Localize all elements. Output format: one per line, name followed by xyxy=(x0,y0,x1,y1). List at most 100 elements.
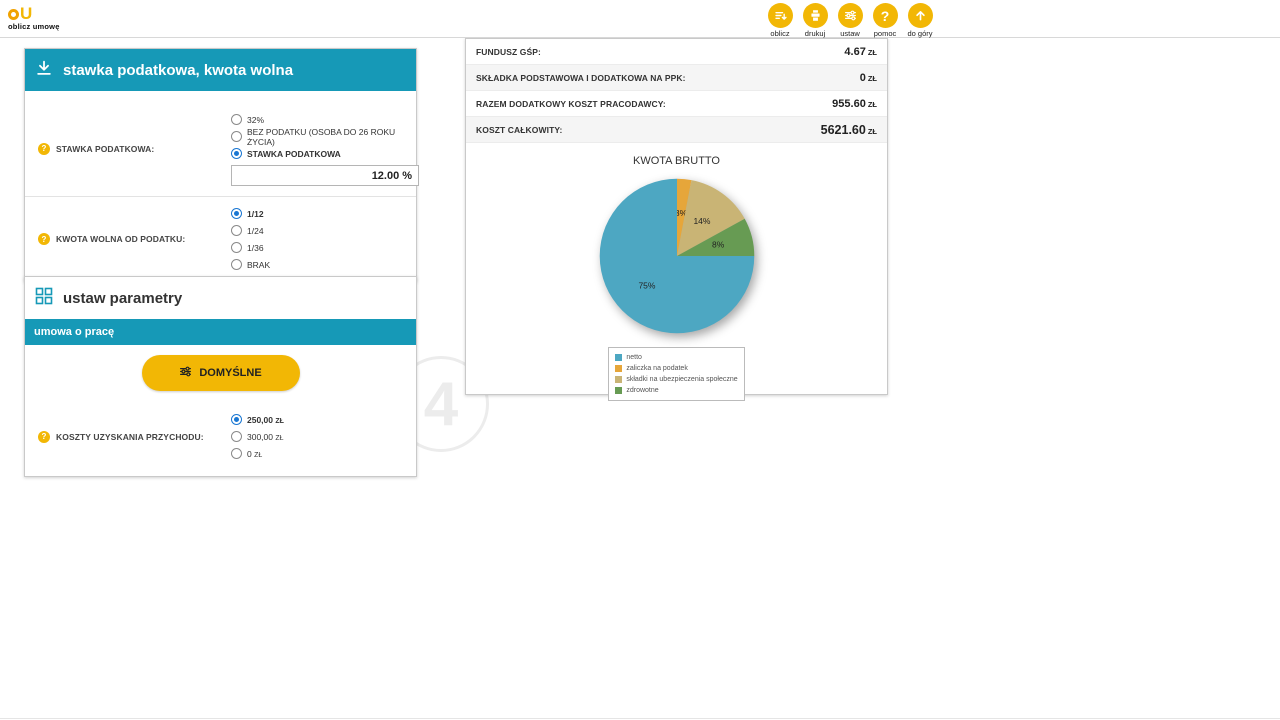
action-label: oblicz xyxy=(770,29,790,38)
result-value: 5621.60 ZŁ xyxy=(820,122,877,137)
tax-rate-options: 32% BEZ PODATKU (OSOBA DO 26 ROKU ŻYCIA)… xyxy=(231,111,425,186)
radio-icon xyxy=(231,414,242,425)
pie-slice xyxy=(676,180,745,256)
download-icon xyxy=(35,59,53,81)
radio-option-32[interactable]: 32% xyxy=(231,111,419,128)
pie-slice-label: 8% xyxy=(712,240,725,250)
contract-tab-umowa-o-prace[interactable]: umowa o pracę xyxy=(25,319,416,345)
radio-option-1-36[interactable]: 1/36 xyxy=(231,239,404,256)
radio-icon xyxy=(231,259,242,270)
logo-u-icon: U xyxy=(20,4,33,23)
allowance-label-col: ? KWOTA WOLNA OD PODATKU: xyxy=(31,233,231,245)
topbar: U oblicz umowę oblicz drukuj xyxy=(0,0,1280,38)
pie-slice-label: 3% xyxy=(674,208,687,218)
radio-icon xyxy=(231,225,242,236)
tax-rate-label-col: ? STAWKA PODATKOWA: xyxy=(31,142,231,155)
help-icon[interactable]: ? xyxy=(38,430,50,443)
action-button-do-gory[interactable]: do góry xyxy=(906,3,934,38)
result-label: KOSZT CAŁKOWITY: xyxy=(476,124,563,135)
chart-legend: netto zaliczka na podatek składki na ube… xyxy=(608,347,745,401)
result-row-koszt-calkowity: KOSZT CAŁKOWITY: 5621.60 ZŁ xyxy=(466,117,887,143)
params-card-header: ustaw parametry xyxy=(25,277,416,319)
costs-options: 250,00 ZŁ 300,00 ZŁ 0 ZŁ xyxy=(231,411,410,462)
legend-swatch xyxy=(615,387,623,394)
costs-label: KOSZTY UZYSKANIA PRZYCHODU: xyxy=(56,431,204,442)
radio-option-bez-podatku[interactable]: BEZ PODATKU (OSOBA DO 26 ROKU ŻYCIA) xyxy=(231,127,419,147)
radio-icon xyxy=(231,131,242,142)
action-button-ustaw[interactable]: ustaw xyxy=(836,3,864,38)
pie-slice xyxy=(676,178,691,256)
radio-icon xyxy=(231,431,242,442)
question-icon: ? xyxy=(872,3,898,28)
result-row-fundusz-gsp: FUNDUSZ GŚP: 4.67 ZŁ xyxy=(466,39,887,65)
radio-icon xyxy=(231,114,242,125)
legend-item-netto: netto xyxy=(615,352,737,363)
legend-item-skladki: składki na ubezpieczenia społeczne xyxy=(615,374,738,385)
legend-item-zaliczka: zaliczka na podatek xyxy=(615,363,737,374)
topbar-actions: oblicz drukuj ustaw xyxy=(766,3,934,38)
results-card: FUNDUSZ GŚP: 4.67 ZŁ SKŁADKA PODSTAWOWA I… xyxy=(465,38,888,401)
form-row-tax-rate: ? STAWKA PODATKOWA: 32% BEZ PODATKU (OSO… xyxy=(25,91,419,196)
tax-card-body: ? STAWKA PODATKOWA: 32% BEZ PODATKU (OSO… xyxy=(25,91,419,281)
costs-label-col: ? KOSZTY UZYSKANIA PRZYCHODU: xyxy=(31,430,231,443)
grid-icon xyxy=(35,287,53,309)
radio-icon xyxy=(231,148,242,159)
radio-option-300[interactable]: 300,00 ZŁ xyxy=(231,428,404,445)
result-label: RAZEM DODATKOWY KOSZT PRACODAWCY: xyxy=(476,98,666,109)
tax-rate-value: 12.00 xyxy=(371,169,400,182)
form-row-costs: ? KOSZTY UZYSKANIA PRZYCHODU: 250,00 ZŁ … xyxy=(25,403,416,470)
radio-option-brak[interactable]: BRAK xyxy=(231,256,404,273)
radio-option-1-12[interactable]: 1/12 xyxy=(231,205,404,222)
action-button-pomoc[interactable]: ? pomoc xyxy=(871,3,899,38)
action-label: do góry xyxy=(907,29,933,38)
result-label: FUNDUSZ GŚP: xyxy=(476,46,541,57)
printer-icon xyxy=(802,3,828,28)
help-icon[interactable]: ? xyxy=(38,142,50,155)
watermark-text: 4 xyxy=(423,369,459,439)
pie-slice xyxy=(676,218,754,256)
result-value: 4.67 ZŁ xyxy=(844,45,877,58)
allowance-label: KWOTA WOLNA OD PODATKU: xyxy=(56,234,186,244)
radio-option-0[interactable]: 0 ZŁ xyxy=(231,445,404,462)
radio-icon xyxy=(231,448,242,459)
params-card: ustaw parametry umowa o pracę DOMYŚLNE ?… xyxy=(24,276,417,477)
allowance-options: 1/12 1/24 1/36 BRAK xyxy=(231,205,410,273)
action-button-oblicz[interactable]: oblicz xyxy=(766,3,794,38)
logo-text: oblicz umowę xyxy=(8,22,60,31)
result-value: 0 ZŁ xyxy=(859,71,877,84)
tax-card-title: stawka podatkowa, kwota wolna xyxy=(63,61,294,79)
sliders-icon xyxy=(837,3,863,28)
logo-ring-icon xyxy=(8,9,19,20)
result-row-ppk: SKŁADKA PODSTAWOWA I DODATKOWA NA PPK: 0… xyxy=(466,65,887,91)
default-button[interactable]: DOMYŚLNE xyxy=(141,355,300,391)
radio-option-250[interactable]: 250,00 ZŁ xyxy=(231,411,404,428)
chart-title: KWOTA BRUTTO xyxy=(633,155,720,167)
tax-card: stawka podatkowa, kwota wolna ? STAWKA P… xyxy=(24,48,419,282)
tax-rate-label: STAWKA PODATKOWA: xyxy=(56,143,155,154)
radio-option-1-24[interactable]: 1/24 xyxy=(231,222,404,239)
pie-slice xyxy=(599,178,754,334)
legend-swatch xyxy=(615,354,623,361)
result-value: 955.60 ZŁ xyxy=(832,97,877,110)
radio-option-stawka-podatkowa[interactable]: STAWKA PODATKOWA xyxy=(231,145,419,162)
legend-swatch xyxy=(615,365,623,372)
logo[interactable]: U oblicz umowę xyxy=(8,2,60,31)
radio-icon xyxy=(231,208,242,219)
tax-rate-input[interactable]: 12.00 % xyxy=(231,165,419,186)
tax-rate-unit: % xyxy=(402,169,412,182)
legend-swatch xyxy=(615,376,623,383)
pie-slice-label: 14% xyxy=(693,216,710,226)
legend-item-zdrowotne: zdrowotne xyxy=(615,385,737,396)
action-label: drukuj xyxy=(804,29,826,38)
logo-icon: U xyxy=(8,2,60,22)
result-label: SKŁADKA PODSTAWOWA I DODATKOWA NA PPK: xyxy=(476,72,686,83)
params-card-title: ustaw parametry xyxy=(63,289,183,307)
sort-list-icon xyxy=(767,3,793,28)
action-button-drukuj[interactable]: drukuj xyxy=(801,3,829,38)
result-row-koszt-pracodawcy: RAZEM DODATKOWY KOSZT PRACODAWCY: 955.60… xyxy=(466,91,887,117)
chart-area: KWOTA BRUTTO 3% 14% 8% 75% netto zaliczka n… xyxy=(466,143,887,401)
radio-icon xyxy=(231,242,242,253)
help-icon[interactable]: ? xyxy=(38,233,50,245)
action-label: pomoc xyxy=(873,29,897,38)
